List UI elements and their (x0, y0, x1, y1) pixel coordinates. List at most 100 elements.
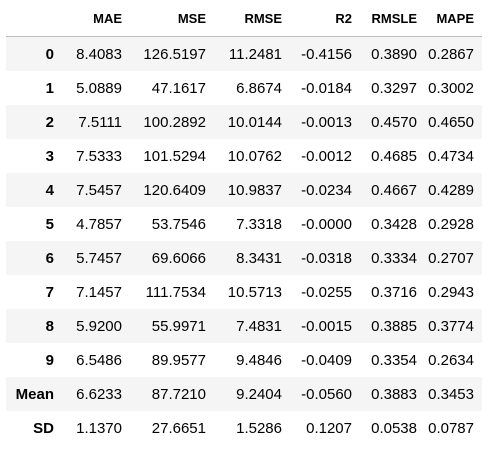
row-index: 7 (45, 283, 54, 301)
cell-mape: 0.2928 (428, 215, 474, 233)
cell-rmsle: 0.3354 (371, 351, 417, 369)
cell-rmse: 10.5713 (227, 283, 282, 301)
table-row: 4 7.5457 120.6409 10.9837 -0.0234 0.4667 0.428… (6, 173, 482, 207)
cell-mse: 27.6651 (151, 419, 206, 437)
cell-mape: 0.3774 (428, 317, 474, 335)
cell-mse: 87.7210 (151, 385, 206, 403)
cell-rmse: 10.0762 (227, 147, 282, 165)
cell-rmse: 6.8674 (236, 79, 282, 97)
cell-rmsle: 0.3890 (371, 45, 417, 63)
row-index: 0 (45, 45, 54, 63)
table-row: Mean 6.6233 87.7210 9.2404 -0.0560 0.3883 0.34… (6, 377, 482, 411)
cell-mse: 55.9971 (151, 317, 206, 335)
cell-mae: 6.6233 (76, 385, 122, 403)
row-index: 6 (45, 249, 54, 267)
cell-r2: -0.0015 (301, 317, 352, 335)
cell-r2: -0.0409 (301, 351, 352, 369)
cell-mae: 7.5111 (78, 113, 122, 131)
cell-mse: 89.9577 (151, 351, 206, 369)
column-header-mape: MAPE (425, 0, 482, 37)
row-index: 8 (45, 317, 54, 335)
column-header-rmse: RMSE (214, 0, 290, 37)
cell-mae: 5.7457 (76, 249, 122, 267)
cell-rmsle: 0.0538 (371, 419, 417, 437)
table-row: 7 7.1457 111.7534 10.5713 -0.0255 0.3716 0.294… (6, 275, 482, 309)
cell-rmse: 8.3431 (236, 249, 282, 267)
cell-rmsle: 0.4667 (371, 181, 417, 199)
cell-mape: 0.2634 (428, 351, 474, 369)
cell-rmse: 7.4831 (236, 317, 282, 335)
cell-mape: 0.3453 (428, 385, 474, 403)
index-header (6, 0, 64, 37)
row-index: 3 (45, 147, 54, 165)
cell-rmsle: 0.3716 (371, 283, 417, 301)
cell-rmse: 10.0144 (227, 113, 282, 131)
row-index: 1 (45, 79, 54, 97)
cell-r2: -0.0013 (301, 113, 352, 131)
cell-mse: 47.1617 (151, 79, 206, 97)
cell-mape: 0.2867 (428, 45, 474, 63)
table-row: 2 7.5111 100.2892 10.0144 -0.0013 0.4570 0.465… (6, 105, 482, 139)
cell-rmsle: 0.4685 (371, 147, 417, 165)
column-header-r2: R2 (290, 0, 360, 37)
row-index: 4 (45, 181, 54, 199)
cell-mse: 100.2892 (143, 113, 206, 131)
cell-mae: 7.5333 (76, 147, 122, 165)
cell-mse: 101.5294 (143, 147, 206, 165)
cell-rmsle: 0.3883 (371, 385, 417, 403)
header-row: MAE MSE RMSE R2 RMSLE MAPE (6, 0, 482, 37)
cell-mse: 69.6066 (151, 249, 206, 267)
cell-mse: 111.7534 (145, 283, 206, 301)
cell-mape: 0.2943 (428, 283, 474, 301)
cell-rmse: 10.9837 (227, 181, 282, 199)
cell-rmse: 1.5286 (236, 419, 282, 437)
cell-mae: 6.5486 (76, 351, 122, 369)
cell-rmsle: 0.3885 (371, 317, 417, 335)
cell-rmsle: 0.3297 (371, 79, 417, 97)
column-header-rmsle: RMSLE (360, 0, 425, 37)
cell-r2: -0.0255 (301, 283, 352, 301)
cell-mae: 8.4083 (76, 45, 122, 63)
table-row: 1 5.0889 47.1617 6.8674 -0.0184 0.3297 0.3002 (6, 71, 482, 105)
cell-rmsle: 0.4570 (371, 113, 417, 131)
cell-mae: 1.1370 (76, 419, 122, 437)
cell-mae: 5.9200 (76, 317, 122, 335)
column-header-mse: MSE (130, 0, 214, 37)
metrics-table: MAE MSE RMSE R2 RMSLE MAPE 0 8.4083 126.51… (6, 0, 482, 445)
cell-rmse: 9.2404 (236, 385, 282, 403)
cell-r2: -0.0318 (301, 249, 352, 267)
table-row: 6 5.7457 69.6066 8.3431 -0.0318 0.3334 0.2707 (6, 241, 482, 275)
cell-r2: -0.0184 (301, 79, 352, 97)
cell-mae: 7.1457 (76, 283, 122, 301)
cell-r2: -0.0234 (301, 181, 352, 199)
cell-mape: 0.4289 (428, 181, 474, 199)
table-row: 9 6.5486 89.9577 9.4846 -0.0409 0.3354 0.2634 (6, 343, 482, 377)
cell-mae: 4.7857 (76, 215, 122, 233)
cell-mape: 0.3002 (428, 79, 474, 97)
cell-mape: 0.4734 (428, 147, 474, 165)
row-index: SD (33, 419, 54, 437)
cell-mae: 5.0889 (76, 79, 122, 97)
cell-mape: 0.4650 (428, 113, 474, 131)
cell-r2: 0.1207 (306, 419, 352, 437)
cell-r2: -0.0560 (301, 385, 352, 403)
cell-r2: -0.4156 (301, 45, 352, 63)
cell-rmse: 7.3318 (236, 215, 282, 233)
cell-rmsle: 0.3334 (371, 249, 417, 267)
cell-rmse: 11.2481 (228, 45, 282, 63)
cell-r2: -0.0000 (301, 215, 352, 233)
row-index: 9 (45, 351, 54, 369)
cell-mse: 126.5197 (143, 45, 206, 63)
cell-mape: 0.0787 (428, 419, 474, 437)
table-header: MAE MSE RMSE R2 RMSLE MAPE (6, 0, 482, 37)
table-body: 0 8.4083 126.5197 11.2481 -0.4156 0.3890 0.286… (6, 36, 482, 445)
table-row: 0 8.4083 126.5197 11.2481 -0.4156 0.3890 0.286… (6, 36, 482, 71)
table-row: 8 5.9200 55.9971 7.4831 -0.0015 0.3885 0.3774 (6, 309, 482, 343)
cell-rmsle: 0.3428 (371, 215, 417, 233)
cell-rmse: 9.4846 (236, 351, 282, 369)
cell-r2: -0.0012 (301, 147, 352, 165)
table-row: SD 1.1370 27.6651 1.5286 0.1207 0.0538 0.0787 (6, 411, 482, 445)
row-index: 5 (45, 215, 54, 233)
row-index: Mean (15, 385, 54, 403)
cell-mse: 120.6409 (143, 181, 206, 199)
